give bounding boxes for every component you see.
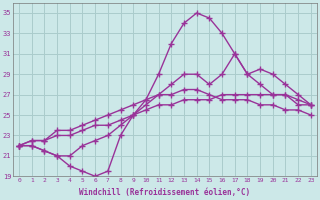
X-axis label: Windchill (Refroidissement éolien,°C): Windchill (Refroidissement éolien,°C) bbox=[79, 188, 251, 197]
